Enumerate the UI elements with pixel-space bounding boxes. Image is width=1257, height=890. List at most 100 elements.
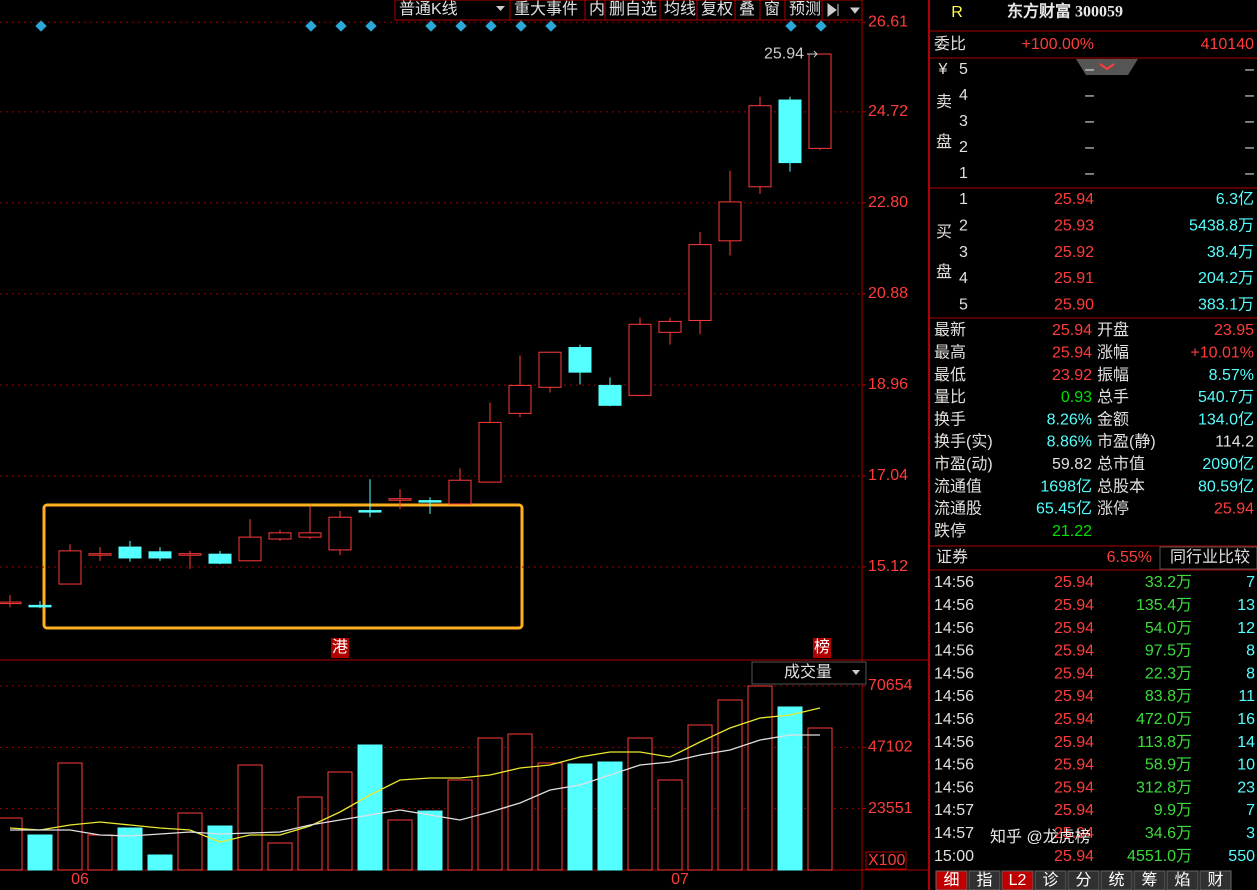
stat-label: 金额 <box>1097 410 1129 428</box>
tick-volume: 54.0万 <box>1145 620 1192 637</box>
volume-bar <box>237 764 263 871</box>
y-tick-label: 70654 <box>868 677 913 694</box>
tick-volume: 34.6万 <box>1145 825 1192 842</box>
tick-count: 3 <box>1246 825 1255 842</box>
stat-label: 总市值 <box>1097 455 1145 473</box>
tab[interactable] <box>935 870 968 890</box>
y-tick-label: 20.88 <box>868 285 908 302</box>
moving-average-line <box>10 734 820 837</box>
ratio-label: 委比 <box>934 35 966 53</box>
volume-bar <box>597 761 623 871</box>
sell-volume: – <box>1245 87 1254 104</box>
stat-value: 0.93 <box>1061 389 1092 406</box>
sector-box[interactable] <box>1159 546 1257 570</box>
tick-price: 25.94 <box>1054 688 1094 705</box>
tab[interactable] <box>968 870 1001 890</box>
candle-body <box>568 346 592 373</box>
tab[interactable] <box>1067 870 1100 890</box>
stat-label: 振幅 <box>1097 366 1129 384</box>
buy-volume: 204.2万 <box>1198 270 1254 287</box>
tick-time: 14:57 <box>934 802 974 819</box>
level: 5 <box>959 61 968 78</box>
candle-body <box>538 351 562 388</box>
stat-value: 25.94 <box>1052 345 1092 362</box>
tick-volume: 4551.0万 <box>1127 848 1192 865</box>
tab-label: 诊 <box>1042 871 1058 889</box>
event-flag <box>813 638 831 658</box>
tick-time: 15:00 <box>934 848 974 865</box>
tick-price: 25.94 <box>1054 620 1094 637</box>
sell-volume: – <box>1245 165 1254 182</box>
tick-time: 14:56 <box>934 711 974 728</box>
stat-value: 25.94 <box>1052 322 1092 339</box>
tick-volume: 83.8万 <box>1145 688 1192 705</box>
event-flag-label: 榜 <box>814 638 830 656</box>
stat-value: 59.82 <box>1052 456 1092 473</box>
tick-price: 25.94 <box>1054 779 1094 796</box>
level: 4 <box>959 270 968 287</box>
tab[interactable] <box>1100 870 1133 890</box>
sector: 证券 <box>936 548 968 566</box>
buy-volume: 383.1万 <box>1198 296 1254 313</box>
stat-value: 134.0亿 <box>1198 410 1254 428</box>
tab[interactable] <box>1199 870 1232 890</box>
stat-label: 开盘 <box>1097 320 1129 339</box>
ratio-diff: 410140 <box>1201 36 1254 53</box>
tick-time: 14:56 <box>934 597 974 614</box>
y-tick-label: 18.96 <box>868 376 908 393</box>
ratio: +100.00% <box>1021 36 1094 53</box>
tab[interactable] <box>1166 870 1199 890</box>
stat-value: 25.94 <box>1214 501 1254 518</box>
candle-body <box>418 500 442 503</box>
level: 4 <box>959 87 968 104</box>
volume-bar <box>147 854 173 871</box>
y-tick-label: 23551 <box>868 800 913 817</box>
toolbar-button[interactable] <box>821 0 863 21</box>
stat-label: 市盈(动) <box>934 455 993 473</box>
sector-change: 6.55% <box>1107 549 1152 566</box>
candle-body <box>448 479 472 505</box>
toolbar-label: 重大事件 <box>514 0 578 18</box>
candle-body <box>238 536 262 562</box>
stat-value: 540.7万 <box>1198 389 1254 406</box>
tab[interactable] <box>1133 870 1166 890</box>
tick-time: 14:57 <box>934 825 974 842</box>
moving-average-line <box>9 707 821 843</box>
stat-value: +10.01% <box>1190 345 1254 362</box>
tick-time: 14:56 <box>934 734 974 751</box>
level: 3 <box>959 113 968 130</box>
tick-count: 13 <box>1237 597 1255 614</box>
tick-price: 25.94 <box>1054 597 1094 614</box>
volume-title: 成交量 <box>784 663 832 681</box>
candle-body <box>358 510 382 513</box>
volume-bar <box>417 810 443 871</box>
level: 1 <box>959 165 968 182</box>
tab[interactable] <box>1001 870 1034 890</box>
candle-body <box>118 546 142 559</box>
candle-body <box>688 244 712 321</box>
stock-name: 东方财富 300059 <box>1007 2 1123 21</box>
level: 5 <box>959 296 968 313</box>
tick-count: 7 <box>1246 802 1255 819</box>
tick-price: 25.94 <box>1054 757 1094 774</box>
volume-bar <box>747 685 773 871</box>
tab-label: 筹 <box>1141 871 1157 889</box>
volume-bar <box>27 834 53 871</box>
tick-price: 25.94 <box>1054 665 1094 682</box>
volume-dropdown[interactable] <box>751 661 867 685</box>
stat-value: 2090亿 <box>1202 455 1254 473</box>
tab[interactable] <box>1034 870 1067 890</box>
tab-label: 细 <box>943 871 959 889</box>
buy-price: 25.93 <box>1054 218 1094 235</box>
stat-value: 8.26% <box>1047 411 1092 428</box>
tick-price: 25.94 <box>1054 802 1094 819</box>
volume-bar <box>0 817 23 871</box>
y-tick-label: 24.72 <box>868 103 908 120</box>
stat-value: 114.2 <box>1215 434 1254 451</box>
candle-body <box>808 53 832 149</box>
toolbar-label: 均线 <box>664 0 696 18</box>
volume-bar <box>447 779 473 871</box>
level: 3 <box>959 244 968 261</box>
stat-label: 流通值 <box>934 477 982 495</box>
candle-body <box>778 99 802 164</box>
